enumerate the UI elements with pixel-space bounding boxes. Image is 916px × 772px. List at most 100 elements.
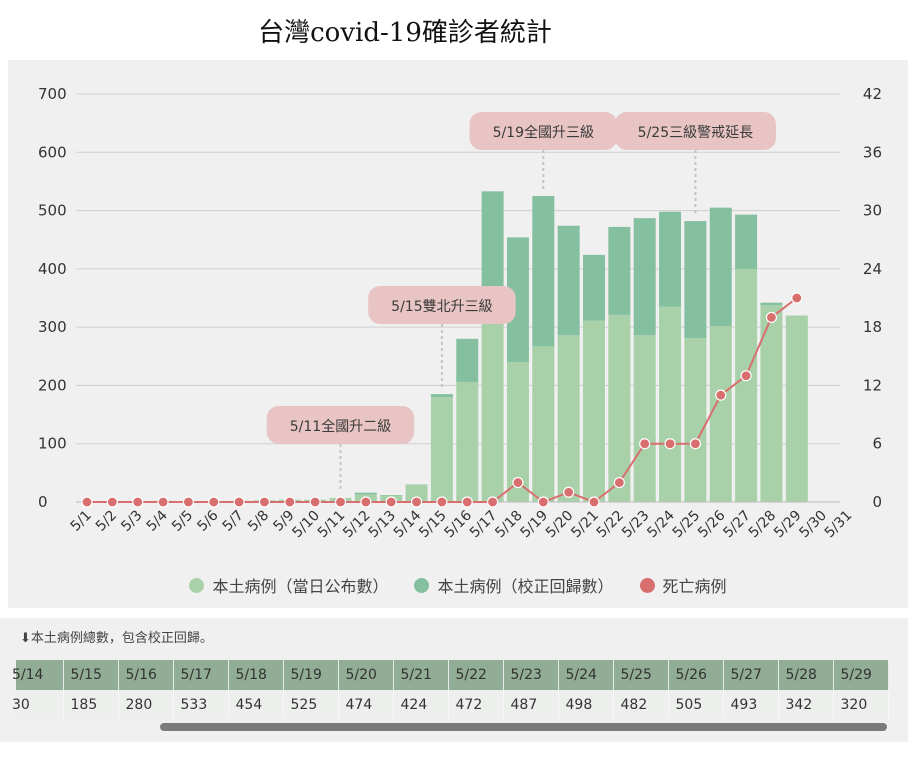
table-header-row: 5/14 5/15 5/16 5/17 5/18 5/19 5/20 5/21 5/22 5/23… bbox=[12, 660, 889, 690]
legend-swatch-corrected bbox=[414, 577, 430, 593]
bar-today bbox=[684, 338, 707, 502]
x-tick-label: 5/7 bbox=[220, 508, 247, 535]
bar-corrected bbox=[354, 492, 377, 495]
death-point bbox=[334, 496, 347, 508]
table-header-cell: 5/23 bbox=[503, 660, 559, 690]
bar-corrected bbox=[506, 237, 529, 363]
bar-today bbox=[583, 320, 605, 502]
bar-today bbox=[430, 397, 453, 502]
table-header-cell: 5/22 bbox=[448, 660, 504, 690]
table-header-cell: 5/17 bbox=[173, 660, 229, 690]
bar-today bbox=[735, 268, 758, 502]
death-point bbox=[664, 438, 676, 450]
x-tick-label: 5/6 bbox=[194, 507, 221, 534]
death-point bbox=[639, 438, 651, 450]
table-header-cell: 5/28 bbox=[778, 660, 834, 690]
x-tick-label: 5/27 bbox=[720, 508, 754, 542]
death-point bbox=[461, 496, 473, 508]
bar-corrected bbox=[430, 394, 453, 398]
x-tick-label: 5/16 bbox=[442, 507, 476, 541]
table-cell: 185 bbox=[63, 690, 119, 719]
y-left-tick-label: 600 bbox=[38, 143, 67, 161]
x-tick-label: 5/29 bbox=[771, 508, 805, 542]
bar-corrected bbox=[709, 207, 732, 326]
x-tick-label: 5/31 bbox=[822, 508, 856, 542]
x-tick-label: 5/25 bbox=[670, 508, 704, 542]
table-header-cell: 5/19 bbox=[283, 660, 339, 690]
x-tick-label: 5/10 bbox=[289, 508, 323, 542]
x-tick-label: 5/11 bbox=[315, 508, 349, 542]
death-point bbox=[132, 496, 144, 508]
annotation-label: 5/11全國升二級 bbox=[290, 418, 391, 435]
death-point bbox=[208, 496, 220, 508]
death-point bbox=[106, 496, 118, 508]
x-tick-label: 5/22 bbox=[594, 508, 628, 542]
bar-corrected bbox=[532, 196, 555, 347]
bar-corrected bbox=[735, 214, 758, 269]
death-point bbox=[715, 389, 727, 401]
bar-corrected bbox=[608, 226, 631, 315]
x-tick-label: 5/21 bbox=[568, 508, 602, 542]
death-point bbox=[588, 496, 600, 508]
bar-today bbox=[481, 307, 504, 502]
x-tick-label: 5/8 bbox=[245, 508, 272, 535]
legend-item-deaths[interactable]: 死亡病例 bbox=[639, 573, 727, 597]
death-point bbox=[284, 496, 296, 508]
table-cell: 533 bbox=[173, 690, 229, 719]
death-point bbox=[309, 496, 321, 508]
legend-item-today[interactable]: 本土病例（當日公布數） bbox=[189, 573, 388, 597]
x-tick-label: 5/1 bbox=[68, 508, 95, 535]
table-cell: 505 bbox=[668, 690, 724, 719]
scrollbar-thumb[interactable] bbox=[160, 723, 887, 731]
y-left-tick-label: 200 bbox=[38, 376, 67, 394]
legend-swatch-deaths bbox=[639, 577, 655, 593]
y-left-tick-label: 500 bbox=[38, 202, 67, 220]
table-header-cell: 5/16 bbox=[118, 660, 174, 690]
annotation-box bbox=[614, 112, 776, 150]
x-tick-label: 5/3 bbox=[118, 508, 145, 535]
table-cell: 454 bbox=[228, 690, 284, 719]
death-point bbox=[512, 476, 524, 489]
death-point bbox=[258, 496, 271, 508]
legend-item-corrected[interactable]: 本土病例（校正回歸數） bbox=[414, 573, 614, 597]
annotation-label: 5/15雙北升三級 bbox=[391, 299, 492, 315]
table-cell: 424 bbox=[393, 690, 449, 719]
death-point bbox=[360, 496, 372, 508]
legend-label-today: 本土病例（當日公布數） bbox=[212, 577, 389, 596]
table-cell: 320 bbox=[833, 690, 889, 719]
bar-corrected bbox=[760, 302, 783, 305]
table-cell: 493 bbox=[723, 690, 779, 719]
bar-today bbox=[659, 306, 682, 502]
bar-corrected bbox=[481, 191, 504, 308]
page-title: 台灣covid-19確診者統計 bbox=[258, 18, 552, 48]
table-header-cell: 5/25 bbox=[613, 660, 669, 690]
bar-corrected bbox=[405, 484, 428, 486]
x-tick-label: 5/4 bbox=[144, 507, 171, 534]
y-right-tick-label: 18 bbox=[863, 318, 882, 336]
bar-corrected bbox=[684, 221, 707, 339]
death-point bbox=[385, 496, 397, 508]
annotation-label: 5/25三級警戒延長 bbox=[638, 125, 753, 141]
annotation-box bbox=[368, 286, 516, 324]
bar-today bbox=[532, 346, 555, 502]
y-right-tick-label: 12 bbox=[863, 376, 882, 394]
x-tick-label: 5/24 bbox=[644, 507, 678, 541]
bar-corrected bbox=[633, 218, 656, 336]
table-header-cell: 5/27 bbox=[723, 660, 779, 690]
bar-corrected bbox=[380, 495, 403, 496]
death-point bbox=[613, 476, 625, 489]
table-header-cell: 5/21 bbox=[393, 660, 449, 690]
x-tick-label: 5/15 bbox=[416, 508, 450, 542]
y-right-tick-label: 24 bbox=[863, 260, 882, 278]
chart-legend: 本土病例（當日公布數） 本土病例（校正回歸數） 死亡病例 bbox=[0, 570, 916, 600]
death-point bbox=[436, 496, 448, 508]
y-left-tick-label: 700 bbox=[38, 85, 67, 103]
horizontal-scrollbar[interactable] bbox=[160, 723, 887, 733]
annotation-box bbox=[266, 406, 415, 444]
bar-corrected bbox=[583, 254, 605, 321]
chart-panel: 0 100 200 300 400 500 600 700 0 6 12 18 24 30 36 42 5/1 5… bbox=[8, 60, 908, 608]
table-note: ⬇本土病例總數，包含校正回歸。 bbox=[20, 631, 213, 646]
y-right-tick-label: 0 bbox=[872, 493, 882, 511]
table-header-cell: 5/18 bbox=[228, 660, 284, 690]
x-tick-label: 5/28 bbox=[746, 508, 780, 542]
